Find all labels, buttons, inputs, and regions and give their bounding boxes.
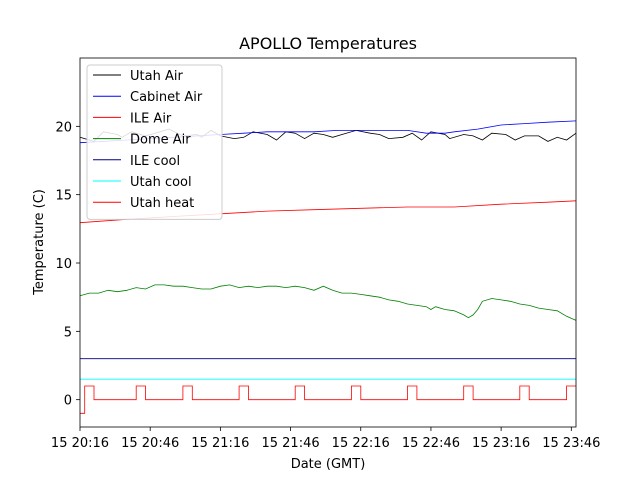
x-tick-label: 15 23:46 <box>542 436 600 451</box>
legend-label-cabinet-air: Cabinet Air <box>130 90 203 105</box>
y-tick-label: 10 <box>55 257 72 272</box>
y-axis-label: Temperature (C) <box>32 189 47 296</box>
x-tick-label: 15 23:16 <box>472 436 530 451</box>
plot-frame <box>79 57 577 428</box>
x-tick-label: 15 22:16 <box>332 436 390 451</box>
series-line-dome-air <box>79 284 577 321</box>
legend-label-dome-air: Dome Air <box>130 133 191 148</box>
legend-label-ile-cool: ILE cool <box>130 154 180 169</box>
y-tick-label: 20 <box>55 120 72 135</box>
x-tick-label: 15 21:16 <box>191 436 249 451</box>
x-tick-label: 15 20:46 <box>121 436 179 451</box>
legend-label-utah-heat: Utah heat <box>130 196 194 211</box>
axes: 0 5 10 15 20 15 20:16 15 20:46 15 21:16 15 21:46… <box>51 57 600 451</box>
x-tick-label: 15 20:16 <box>51 436 109 451</box>
series-line-utah-heat <box>80 385 576 414</box>
legend-label-utah-cool: Utah cool <box>130 175 192 190</box>
y-tick-label: 5 <box>64 325 72 340</box>
chart-title: APOLLO Temperatures <box>239 34 417 53</box>
x-tick-label: 15 22:46 <box>402 436 460 451</box>
x-tick-label: 15 21:46 <box>261 436 319 451</box>
x-axis-label: Date (GMT) <box>291 457 366 472</box>
y-tick-label: 0 <box>64 394 72 409</box>
legend-label-ile-air: ILE Air <box>130 111 172 126</box>
legend: Utah Air Cabinet Air ILE Air Dome Air ILE co… <box>86 64 223 220</box>
legend-label-utah-air: Utah Air <box>130 69 183 84</box>
y-tick-label: 15 <box>55 189 72 204</box>
